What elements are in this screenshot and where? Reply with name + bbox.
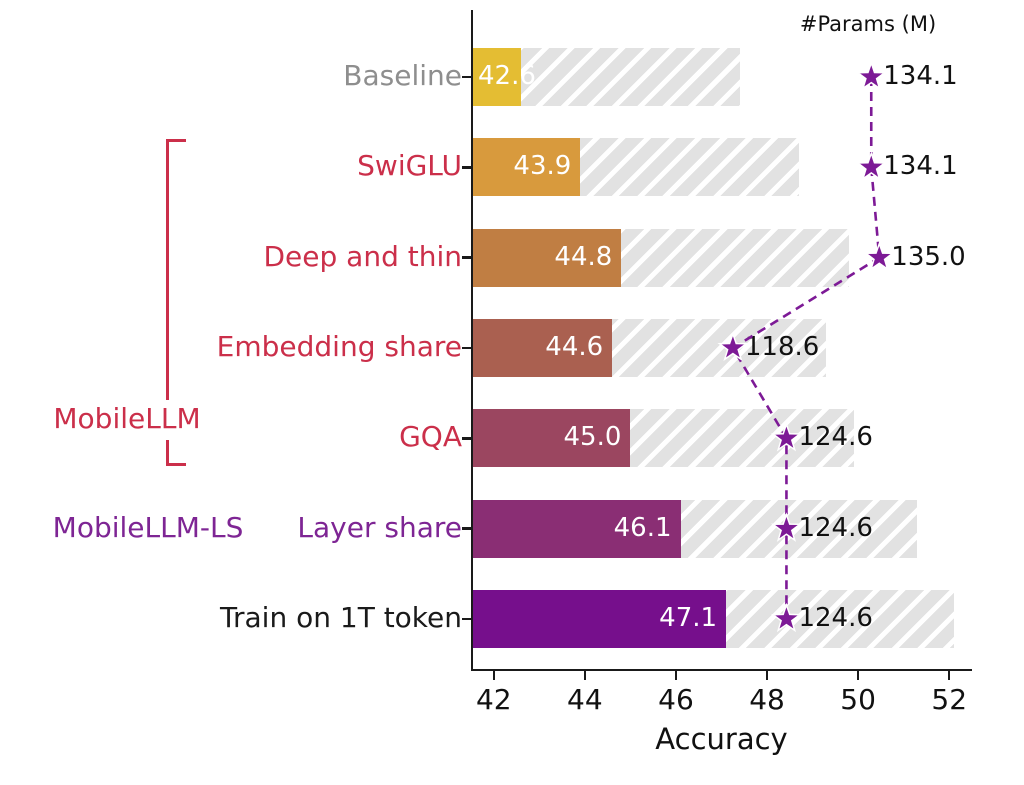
params-value-label: 124.6 bbox=[798, 602, 873, 633]
accuracy-bar bbox=[473, 138, 581, 197]
params-value-label: 124.6 bbox=[798, 422, 873, 453]
accuracy-bar bbox=[473, 499, 681, 558]
group-bracket bbox=[166, 463, 186, 467]
x-tick-label: 44 bbox=[567, 683, 603, 716]
y-axis-tick bbox=[462, 527, 471, 530]
params-value-label: 118.6 bbox=[744, 331, 820, 362]
params-value-label: 135.0 bbox=[891, 241, 966, 272]
row-label: Embedding share bbox=[216, 330, 462, 364]
params-value-label: 134.1 bbox=[883, 151, 958, 182]
row-label: Layer share bbox=[297, 510, 462, 544]
row-label: GQA bbox=[399, 420, 462, 454]
row-label: Deep and thin bbox=[263, 239, 462, 273]
bar-value-label: 44.8 bbox=[554, 241, 613, 272]
accuracy-bar bbox=[473, 228, 622, 287]
x-axis-tick bbox=[856, 671, 860, 680]
bar-value-label: 43.9 bbox=[513, 151, 572, 182]
row-label: SwiGLU bbox=[357, 149, 462, 183]
y-axis-tick bbox=[462, 256, 471, 259]
x-axis-tick bbox=[674, 671, 678, 680]
x-axis-tick bbox=[492, 671, 496, 680]
params-value-label: 124.6 bbox=[798, 512, 873, 543]
row-label: Train on 1T token bbox=[220, 601, 462, 635]
group-bracket bbox=[166, 139, 186, 143]
x-axis-title: Accuracy bbox=[655, 722, 788, 756]
x-tick-label: 48 bbox=[749, 683, 785, 716]
accuracy-bar bbox=[473, 409, 631, 468]
x-axis-tick bbox=[765, 671, 769, 680]
plot-area bbox=[471, 10, 972, 671]
y-axis-tick bbox=[462, 346, 471, 350]
x-tick-label: 52 bbox=[931, 683, 968, 716]
accuracy-bar bbox=[473, 318, 613, 377]
accuracy-bar bbox=[473, 48, 522, 106]
x-axis-tick bbox=[947, 671, 951, 680]
row-label: Baseline bbox=[343, 59, 462, 93]
x-tick-label: 50 bbox=[840, 683, 876, 716]
y-axis-tick bbox=[462, 617, 471, 621]
params-value-label: 134.1 bbox=[883, 60, 958, 91]
group-label: MobileLLM-LS bbox=[52, 510, 244, 544]
group-label: MobileLLM bbox=[53, 402, 201, 436]
accuracy-bar bbox=[473, 589, 727, 648]
bar-value-label: 47.1 bbox=[659, 602, 718, 633]
y-axis-tick bbox=[462, 437, 471, 440]
y-axis-tick bbox=[462, 166, 471, 169]
group-bracket bbox=[166, 139, 169, 400]
y-axis-tick bbox=[462, 75, 471, 79]
x-axis-tick bbox=[583, 671, 587, 680]
bar-value-label: 42.6 bbox=[478, 60, 536, 91]
group-bracket bbox=[166, 440, 169, 464]
x-tick-label: 42 bbox=[475, 683, 512, 716]
bar-value-label: 44.6 bbox=[545, 331, 604, 362]
params-axis-header: #Params (M) bbox=[799, 12, 937, 36]
bar-value-label: 45.0 bbox=[563, 422, 622, 453]
bar-value-label: 46.1 bbox=[613, 512, 672, 543]
x-tick-label: 46 bbox=[658, 683, 694, 716]
